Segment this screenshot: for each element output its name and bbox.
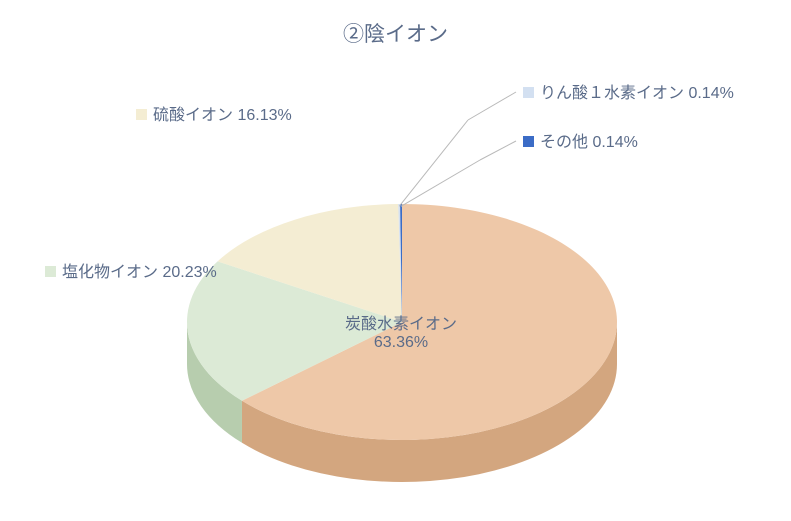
slice-label-phosphate: りん酸１水素イオン 0.14% xyxy=(540,79,734,103)
slice-label-bicarbonate: 炭酸水素イオン 63.36% xyxy=(345,310,457,352)
swatch-other xyxy=(523,136,534,147)
swatch-chloride xyxy=(45,266,56,277)
slice-label-bicarbonate-pct: 63.36% xyxy=(345,334,457,352)
slice-label-chloride: 塩化物イオン 20.23% xyxy=(62,258,217,282)
swatch-phosphate xyxy=(523,87,534,98)
swatch-sulfate xyxy=(136,109,147,120)
slice-label-other: その他 0.14% xyxy=(540,128,638,152)
slice-label-bicarbonate-name: 炭酸水素イオン xyxy=(345,310,457,334)
slice-label-sulfate: 硫酸イオン 16.13% xyxy=(153,101,292,125)
